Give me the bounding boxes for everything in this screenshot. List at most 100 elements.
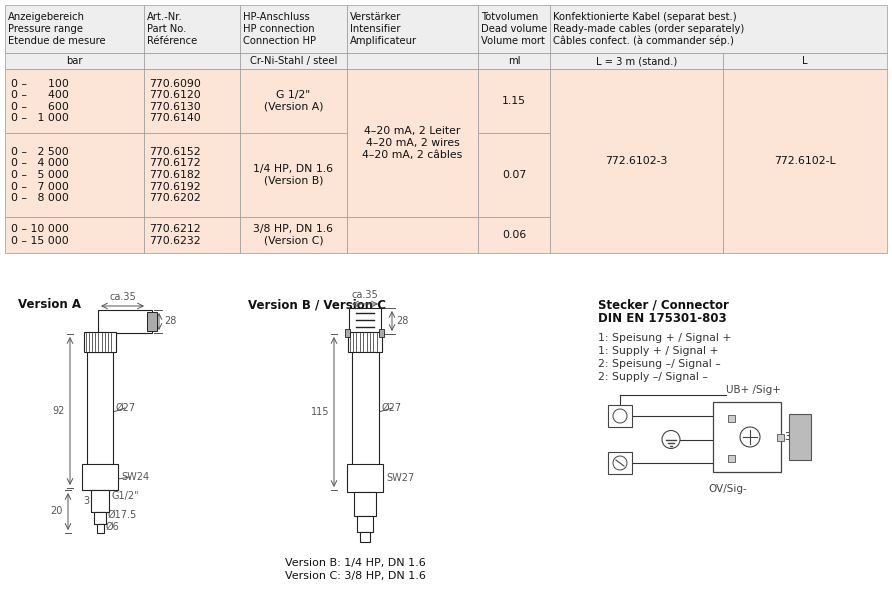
Bar <box>347 69 478 217</box>
Bar <box>354 492 376 516</box>
Text: HP-Anschluss
HP connection
Connection HP: HP-Anschluss HP connection Connection HP <box>243 12 316 45</box>
Bar <box>145 133 240 217</box>
Text: Ø27: Ø27 <box>116 403 136 413</box>
Text: Cr-Ni-Stahl / steel: Cr-Ni-Stahl / steel <box>250 56 337 66</box>
Bar <box>145 5 240 53</box>
Text: 28: 28 <box>396 316 409 326</box>
Bar <box>608 405 632 427</box>
Bar <box>147 312 157 331</box>
Circle shape <box>613 456 627 470</box>
Text: 1: Speisung + / Signal +: 1: Speisung + / Signal + <box>598 333 731 343</box>
Bar <box>478 5 550 53</box>
Bar <box>5 133 145 217</box>
Bar <box>478 69 550 133</box>
Bar <box>789 414 811 460</box>
Text: 115: 115 <box>310 407 329 417</box>
Bar <box>91 490 109 512</box>
Text: 0 –      100
0 –      400
0 –      600
0 –   1 000: 0 – 100 0 – 400 0 – 600 0 – 1 000 <box>11 78 69 123</box>
Text: 772.6102-3: 772.6102-3 <box>606 156 668 166</box>
Bar <box>5 69 145 133</box>
Bar <box>478 53 550 69</box>
Bar <box>240 217 347 253</box>
Bar <box>550 53 723 69</box>
Text: OV/Sig-: OV/Sig- <box>708 484 747 494</box>
Bar <box>347 53 478 69</box>
Text: 770.6152
770.6172
770.6182
770.6192
770.6202: 770.6152 770.6172 770.6182 770.6192 770.… <box>149 147 201 203</box>
Text: 770.6212
770.6232: 770.6212 770.6232 <box>149 224 201 246</box>
Text: 3: 3 <box>784 432 790 442</box>
Bar <box>5 53 145 69</box>
Text: 772.6102-L: 772.6102-L <box>774 156 836 166</box>
Text: 1: 1 <box>718 413 724 423</box>
Bar <box>87 352 113 475</box>
Bar <box>145 217 240 253</box>
Circle shape <box>613 409 627 423</box>
Bar <box>98 310 152 333</box>
Text: L = 3 m (stand.): L = 3 m (stand.) <box>596 56 677 66</box>
Bar <box>550 5 887 53</box>
Text: Art.-Nr.
Part No.
Référence: Art.-Nr. Part No. Référence <box>147 12 198 45</box>
Text: Konfektionierte Kabel (separat best.)
Ready-made cables (order separately)
Câble: Konfektionierte Kabel (separat best.) Re… <box>553 12 744 46</box>
Bar <box>360 532 370 542</box>
Bar <box>723 53 887 69</box>
Text: Verstärker
Intensifier
Amplificateur: Verstärker Intensifier Amplificateur <box>351 12 417 45</box>
Bar <box>348 332 382 352</box>
Bar <box>240 53 347 69</box>
Text: 28: 28 <box>164 316 177 326</box>
Bar <box>728 455 735 462</box>
Bar <box>145 69 240 133</box>
Text: 0.06: 0.06 <box>502 230 526 240</box>
Bar <box>351 352 378 470</box>
Text: 20: 20 <box>51 506 63 516</box>
Text: 2: Speisung –/ Signal –: 2: Speisung –/ Signal – <box>598 359 721 369</box>
Text: 92: 92 <box>53 406 65 416</box>
Text: UB+ /Sig+: UB+ /Sig+ <box>726 385 780 395</box>
Text: SW27: SW27 <box>386 473 414 483</box>
Bar <box>777 434 784 441</box>
Bar <box>728 415 735 422</box>
Bar <box>82 464 118 490</box>
Bar <box>94 512 106 524</box>
Text: 770.6090
770.6120
770.6130
770.6140: 770.6090 770.6120 770.6130 770.6140 <box>149 78 202 123</box>
Circle shape <box>740 427 760 447</box>
Text: 3: 3 <box>83 496 89 506</box>
Text: 0.07: 0.07 <box>502 170 526 180</box>
Bar <box>347 5 478 53</box>
Text: Ø6: Ø6 <box>105 522 120 532</box>
Text: Version A: Version A <box>18 298 81 311</box>
Text: 1/4 HP, DN 1.6
(Version B): 1/4 HP, DN 1.6 (Version B) <box>253 164 334 186</box>
Text: SW24: SW24 <box>121 472 149 482</box>
Bar <box>608 452 632 474</box>
Text: Version B: 1/4 HP, DN 1.6: Version B: 1/4 HP, DN 1.6 <box>285 558 425 568</box>
Bar <box>357 516 373 532</box>
Text: Stecker / Connector: Stecker / Connector <box>598 298 729 311</box>
Bar <box>84 332 116 352</box>
Bar <box>5 217 145 253</box>
Text: L: L <box>802 56 808 66</box>
Text: 1: Supply + / Signal +: 1: Supply + / Signal + <box>598 346 719 356</box>
Text: ca.35: ca.35 <box>109 292 136 302</box>
Bar <box>713 402 781 472</box>
Text: G1/2": G1/2" <box>111 491 138 501</box>
Text: 2: 2 <box>718 453 724 463</box>
Circle shape <box>662 431 680 448</box>
Text: 2: Supply –/ Signal –: 2: Supply –/ Signal – <box>598 372 708 382</box>
Bar <box>349 308 381 334</box>
Bar <box>347 464 383 492</box>
Text: 0 – 10 000
0 – 15 000: 0 – 10 000 0 – 15 000 <box>11 224 69 246</box>
Bar <box>347 217 478 253</box>
Text: Version C: 3/8 HP, DN 1.6: Version C: 3/8 HP, DN 1.6 <box>285 571 425 581</box>
Bar <box>240 133 347 217</box>
Text: bar: bar <box>66 56 83 66</box>
Text: 3/8 HP, DN 1.6
(Version C): 3/8 HP, DN 1.6 (Version C) <box>253 224 334 246</box>
Text: Totvolumen
Dead volume
Volume mort: Totvolumen Dead volume Volume mort <box>481 12 547 45</box>
Bar <box>723 69 887 253</box>
Text: 4–20 mA, 2 Leiter
4–20 mA, 2 wires
4–20 mA, 2 câbles: 4–20 mA, 2 Leiter 4–20 mA, 2 wires 4–20 … <box>362 126 463 160</box>
Bar <box>379 329 384 337</box>
Text: ca.35: ca.35 <box>351 290 378 300</box>
Bar <box>96 524 103 533</box>
Text: DIN EN 175301-803: DIN EN 175301-803 <box>598 312 727 325</box>
Bar <box>145 53 240 69</box>
Bar <box>240 69 347 133</box>
Text: G 1/2"
(Version A): G 1/2" (Version A) <box>264 90 323 112</box>
